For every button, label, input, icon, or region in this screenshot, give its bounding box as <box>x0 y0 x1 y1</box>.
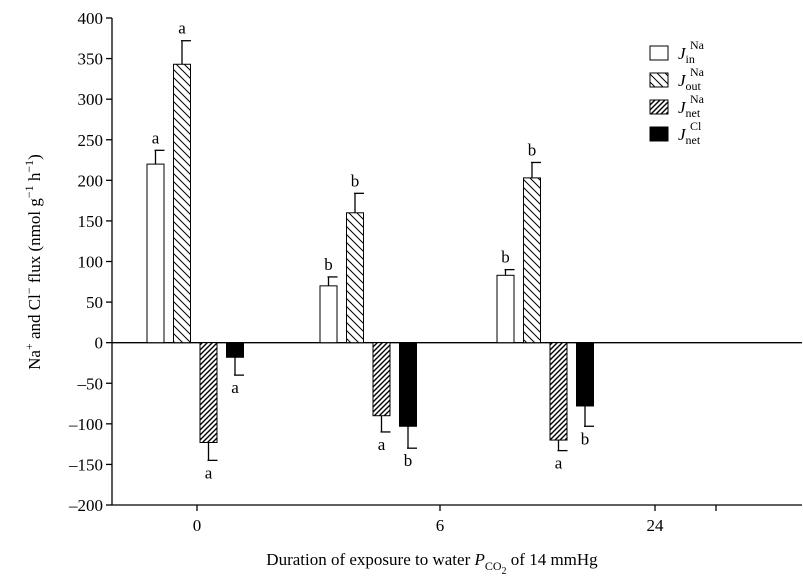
bar <box>319 285 338 344</box>
label-part: CO <box>485 559 502 573</box>
significance-label: b <box>324 255 333 274</box>
label-part: ) <box>25 154 44 160</box>
bar <box>146 163 165 344</box>
legend-name: J <box>678 98 687 117</box>
y-tick-label: –50 <box>77 374 104 393</box>
y-tick-label: 150 <box>78 212 104 231</box>
legend-label: JinNa <box>678 38 705 66</box>
legend-label: JnetCl <box>678 119 702 147</box>
y-tick-label: 100 <box>78 253 104 272</box>
significance-label: a <box>378 435 386 454</box>
legend-sup: Na <box>690 65 705 79</box>
legend-sub: in <box>686 52 695 66</box>
bar <box>226 342 244 358</box>
error-bar <box>531 161 541 178</box>
legend-name: J <box>678 44 687 63</box>
x-tick-label: 0 <box>193 516 202 535</box>
error-bar <box>354 192 364 213</box>
label-part: h <box>25 172 44 185</box>
y-tick-label: –150 <box>68 455 103 474</box>
error-bar <box>557 440 568 452</box>
legend-sub: out <box>686 79 702 93</box>
error-bar <box>181 40 191 65</box>
label-part: −1 <box>22 160 36 173</box>
y-tick-label: 350 <box>78 50 104 69</box>
bar <box>549 342 568 441</box>
error-bar <box>584 405 594 427</box>
legend-swatch <box>649 72 669 88</box>
label-part: P <box>473 550 484 569</box>
significance-label: b <box>581 429 590 448</box>
label-part: and Cl <box>25 294 44 343</box>
error-bar <box>154 149 165 165</box>
error-bar <box>207 442 218 462</box>
bar <box>199 342 218 444</box>
y-tick-label: 250 <box>78 131 104 150</box>
legend-swatch <box>649 99 669 115</box>
x-axis-label: Duration of exposure to water PCO2 of 14… <box>266 550 598 577</box>
y-tick-label: –100 <box>68 415 103 434</box>
y-tick-label: 400 <box>78 9 104 28</box>
error-bar <box>327 276 338 286</box>
legend-name: J <box>678 71 687 90</box>
bar <box>523 177 541 344</box>
significance-label: b <box>528 140 537 159</box>
significance-label: a <box>178 19 186 38</box>
error-bar <box>380 415 391 433</box>
error-bar <box>407 426 417 449</box>
error-bar <box>504 268 515 276</box>
legend-name: J <box>678 125 687 144</box>
significance-label: b <box>501 248 510 267</box>
legend-swatch <box>649 45 669 61</box>
y-tick-label: 50 <box>86 293 103 312</box>
bar <box>372 342 391 417</box>
label-part: Duration of exposure to water <box>266 550 474 569</box>
label-part: of 14 mmHg <box>507 550 599 569</box>
label-part: −1 <box>22 185 36 198</box>
y-tick-label: 0 <box>95 334 104 353</box>
bar <box>346 212 364 344</box>
significance-label: a <box>231 378 239 397</box>
error-bar <box>234 357 244 376</box>
legend-sup: Na <box>690 38 705 52</box>
legend-sup: Na <box>690 92 705 106</box>
significance-label: a <box>152 128 160 147</box>
label-part: flux (nmol g <box>25 198 44 288</box>
bar <box>173 63 191 344</box>
significance-label: a <box>205 463 213 482</box>
significance-label: a <box>555 454 563 473</box>
y-tick-label: –200 <box>68 496 103 515</box>
x-tick-label: 24 <box>647 516 665 535</box>
legend-sub: net <box>686 133 701 147</box>
y-tick-label: 300 <box>78 90 104 109</box>
y-axis-label: Na+ and Cl− flux (nmol g−1 h−1) <box>22 154 44 370</box>
bar <box>496 274 515 344</box>
label-part: Na <box>25 350 44 370</box>
label-part: + <box>22 343 36 350</box>
label-part: − <box>22 287 36 294</box>
significance-label: b <box>404 451 413 470</box>
y-tick-label: 200 <box>78 171 104 190</box>
bar <box>399 342 417 427</box>
significance-label: b <box>351 171 360 190</box>
legend-label: JoutNa <box>678 65 705 93</box>
bar <box>576 342 594 407</box>
legend-label: JnetNa <box>678 92 705 120</box>
legend-sub: net <box>686 106 701 120</box>
x-tick-label: 6 <box>436 516 445 535</box>
legend-swatch <box>649 126 669 142</box>
legend-sup: Cl <box>690 119 702 133</box>
label-part: 2 <box>502 566 507 577</box>
